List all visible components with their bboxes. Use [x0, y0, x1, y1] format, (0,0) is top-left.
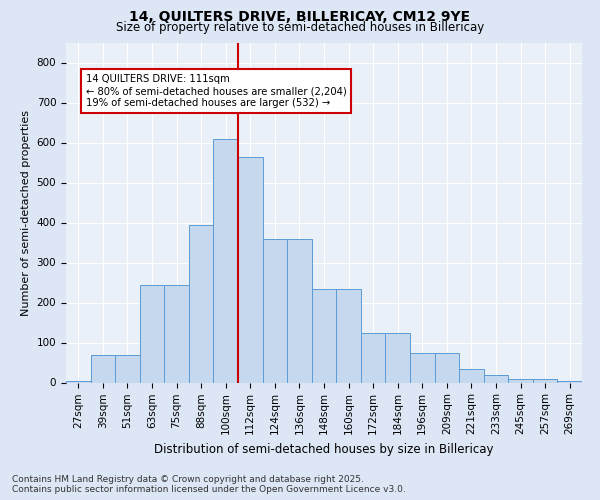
Bar: [140, 284, 164, 382]
Bar: [189, 224, 214, 382]
X-axis label: Distribution of semi-detached houses by size in Billericay: Distribution of semi-detached houses by …: [154, 442, 494, 456]
Text: Size of property relative to semi-detached houses in Billericay: Size of property relative to semi-detach…: [116, 21, 484, 34]
Bar: [263, 238, 287, 382]
Text: Contains HM Land Registry data © Crown copyright and database right 2025.
Contai: Contains HM Land Registry data © Crown c…: [12, 474, 406, 494]
Bar: [410, 352, 434, 382]
Bar: [385, 332, 410, 382]
Bar: [361, 332, 385, 382]
Y-axis label: Number of semi-detached properties: Number of semi-detached properties: [21, 110, 31, 316]
Bar: [115, 356, 140, 382]
Bar: [91, 356, 115, 382]
Bar: [214, 138, 238, 382]
Bar: [557, 380, 582, 382]
Text: 14 QUILTERS DRIVE: 111sqm
← 80% of semi-detached houses are smaller (2,204)
19% : 14 QUILTERS DRIVE: 111sqm ← 80% of semi-…: [86, 74, 346, 108]
Bar: [164, 284, 189, 382]
Bar: [66, 380, 91, 382]
Bar: [508, 380, 533, 382]
Bar: [434, 352, 459, 382]
Bar: [312, 288, 336, 382]
Bar: [484, 374, 508, 382]
Bar: [459, 368, 484, 382]
Bar: [287, 238, 312, 382]
Bar: [336, 288, 361, 382]
Bar: [533, 380, 557, 382]
Text: 14, QUILTERS DRIVE, BILLERICAY, CM12 9YE: 14, QUILTERS DRIVE, BILLERICAY, CM12 9YE: [130, 10, 470, 24]
Bar: [238, 156, 263, 382]
